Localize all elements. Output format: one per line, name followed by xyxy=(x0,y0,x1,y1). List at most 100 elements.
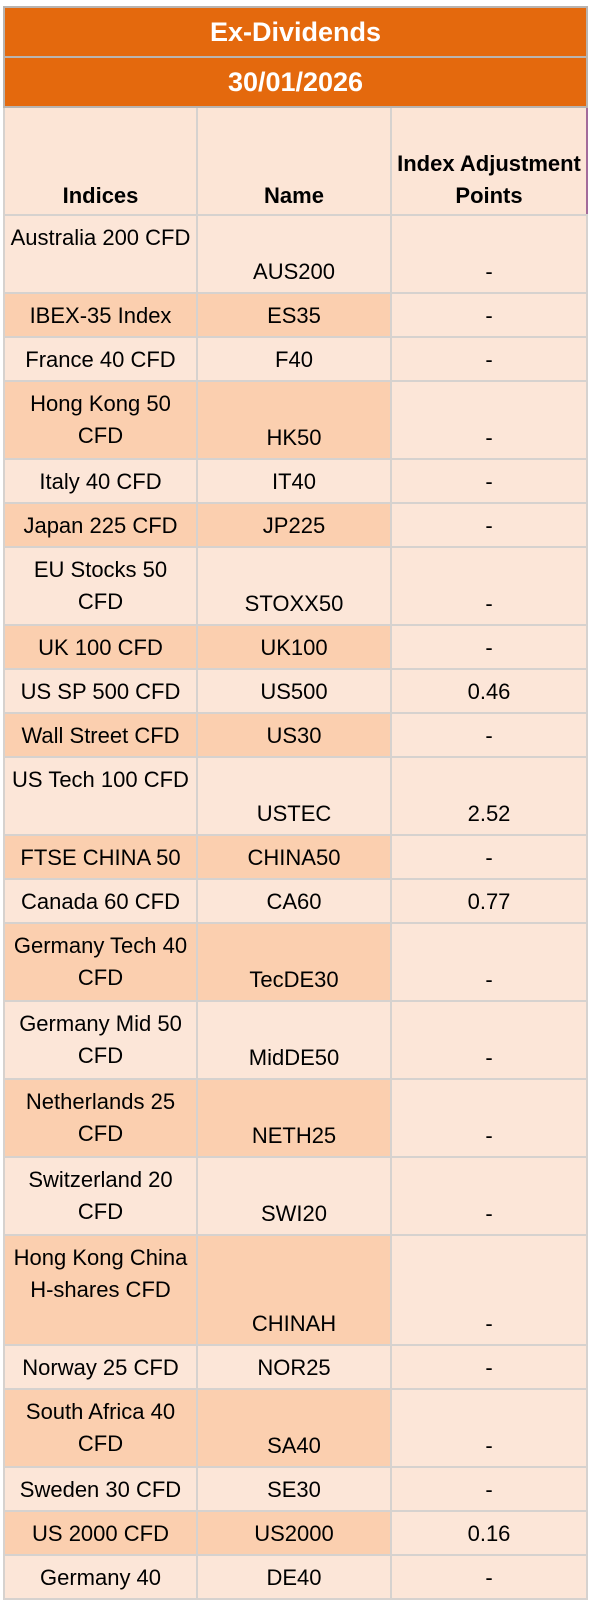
name-cell: TecDE30 xyxy=(196,922,392,1002)
index-cell: Norway 25 CFD xyxy=(3,1344,198,1390)
ex-dividends-table: Ex-Dividends 30/01/2026 Indices Name Ind… xyxy=(2,6,589,1600)
table-row: Germany Mid 50 CFD MidDE50- xyxy=(3,1000,589,1080)
index-cell: France 40 CFD xyxy=(3,336,198,382)
name-cell: NETH25 xyxy=(196,1078,392,1158)
index-cell: Germany Mid 50 CFD xyxy=(3,1000,198,1080)
index-cell: Switzerland 20 CFD xyxy=(3,1156,198,1236)
name-cell: UK100 xyxy=(196,624,392,670)
name-cell: CHINA50 xyxy=(196,834,392,880)
adjustment-cell: - xyxy=(389,502,589,548)
adjustment-cell: - xyxy=(389,292,589,338)
adjustment-cell: - xyxy=(389,380,589,460)
table-row: US Tech 100 CFD USTEC 2.52 xyxy=(3,756,589,836)
table-row: Sweden 30 CFD SE30- xyxy=(3,1466,589,1512)
name-cell: USTEC xyxy=(196,756,392,836)
adjustment-cell: - xyxy=(389,834,589,880)
index-cell: Germany 40 xyxy=(3,1554,198,1600)
index-cell: Japan 225 CFD xyxy=(3,502,198,548)
name-cell: US500 xyxy=(196,668,392,714)
column-header-name: Name xyxy=(196,106,392,216)
index-cell: South Africa 40 CFD xyxy=(3,1388,198,1468)
name-cell: HK50 xyxy=(196,380,392,460)
adjustment-cell: 0.46 xyxy=(389,668,589,714)
adjustment-cell: 0.77 xyxy=(389,878,589,924)
table-row: US 2000 CFD US2000 0.16 xyxy=(3,1510,589,1556)
table-row: Switzerland 20 CFD SWI20- xyxy=(3,1156,589,1236)
adjustment-cell: - xyxy=(389,458,589,504)
adjustment-cell: - xyxy=(389,712,589,758)
name-cell: IT40 xyxy=(196,458,392,504)
name-cell: CHINAH xyxy=(196,1234,392,1346)
table-row: EU Stocks 50 CFD STOXX50- xyxy=(3,546,589,626)
table-body: Australia 200 CFD AUS200- IBEX-35 Index ES3… xyxy=(3,214,589,1600)
table-row: Hong Kong 50 CFD HK50- xyxy=(3,380,589,460)
index-cell: Wall Street CFD xyxy=(3,712,198,758)
table-row: Italy 40 CFD IT40- xyxy=(3,458,589,504)
adjustment-cell: 2.52 xyxy=(389,756,589,836)
column-header-indices: Indices xyxy=(3,106,198,216)
name-cell: DE40 xyxy=(196,1554,392,1600)
name-cell: CA60 xyxy=(196,878,392,924)
index-cell: Hong Kong China H-shares CFD xyxy=(3,1234,198,1346)
index-cell: UK 100 CFD xyxy=(3,624,198,670)
adjustment-cell: - xyxy=(389,1156,589,1236)
index-cell: IBEX-35 Index xyxy=(3,292,198,338)
index-cell: US Tech 100 CFD xyxy=(3,756,198,836)
name-cell: SA40 xyxy=(196,1388,392,1468)
adjustment-cell: - xyxy=(389,624,589,670)
name-cell: US30 xyxy=(196,712,392,758)
adjustment-cell: - xyxy=(389,546,589,626)
adjustment-cell: - xyxy=(389,1234,589,1346)
name-cell: NOR25 xyxy=(196,1344,392,1390)
index-cell: US 2000 CFD xyxy=(3,1510,198,1556)
table-row: Germany Tech 40 CFD TecDE30- xyxy=(3,922,589,1002)
title-row: Ex-Dividends xyxy=(2,6,589,58)
index-cell: Canada 60 CFD xyxy=(3,878,198,924)
name-cell: MidDE50 xyxy=(196,1000,392,1080)
table-row: France 40 CFD F40- xyxy=(3,336,589,382)
adjustment-cell: - xyxy=(389,1344,589,1390)
index-cell: EU Stocks 50 CFD xyxy=(3,546,198,626)
index-cell: FTSE CHINA 50 xyxy=(3,834,198,880)
table-row: US SP 500 CFD US500 0.46 xyxy=(3,668,589,714)
table-row: Wall Street CFD US30- xyxy=(3,712,589,758)
adjustment-cell: - xyxy=(389,1466,589,1512)
index-cell: Hong Kong 50 CFD xyxy=(3,380,198,460)
adjustment-cell: - xyxy=(389,1554,589,1600)
index-cell: Sweden 30 CFD xyxy=(3,1466,198,1512)
table-row: FTSE CHINA 50 CHINA50- xyxy=(3,834,589,880)
table-row: Canada 60 CFD CA60 0.77 xyxy=(3,878,589,924)
table-row: UK 100 CFD UK100- xyxy=(3,624,589,670)
table-row: Hong Kong China H-shares CFD CHINAH - xyxy=(3,1234,589,1346)
index-cell: US SP 500 CFD xyxy=(3,668,198,714)
table-row: Australia 200 CFD AUS200- xyxy=(3,214,589,294)
table-title: Ex-Dividends xyxy=(2,6,589,58)
name-cell: SE30 xyxy=(196,1466,392,1512)
index-cell: Germany Tech 40 CFD xyxy=(3,922,198,1002)
adjustment-cell: - xyxy=(389,214,589,294)
adjustment-cell: - xyxy=(389,1000,589,1080)
table-row: Norway 25 CFD NOR25- xyxy=(3,1344,589,1390)
table-row: IBEX-35 Index ES35- xyxy=(3,292,589,338)
index-cell: Australia 200 CFD xyxy=(3,214,198,294)
column-header-adjustment: Index Adjustment Points xyxy=(389,106,589,216)
name-cell: F40 xyxy=(196,336,392,382)
name-cell: SWI20 xyxy=(196,1156,392,1236)
name-cell: AUS200 xyxy=(196,214,392,294)
adjustment-cell: - xyxy=(389,1078,589,1158)
column-header-row: Indices Name Index Adjustment Points xyxy=(3,106,589,216)
table-row: South Africa 40 CFD SA40- xyxy=(3,1388,589,1468)
name-cell: STOXX50 xyxy=(196,546,392,626)
adjustment-cell: 0.16 xyxy=(389,1510,589,1556)
adjustment-cell: - xyxy=(389,1388,589,1468)
name-cell: US2000 xyxy=(196,1510,392,1556)
table-date: 30/01/2026 xyxy=(2,56,589,108)
index-cell: Italy 40 CFD xyxy=(3,458,198,504)
table-row: Germany 40 DE40- xyxy=(3,1554,589,1600)
name-cell: JP225 xyxy=(196,502,392,548)
table-row: Japan 225 CFD JP225- xyxy=(3,502,589,548)
index-cell: Netherlands 25 CFD xyxy=(3,1078,198,1158)
name-cell: ES35 xyxy=(196,292,392,338)
adjustment-cell: - xyxy=(389,336,589,382)
